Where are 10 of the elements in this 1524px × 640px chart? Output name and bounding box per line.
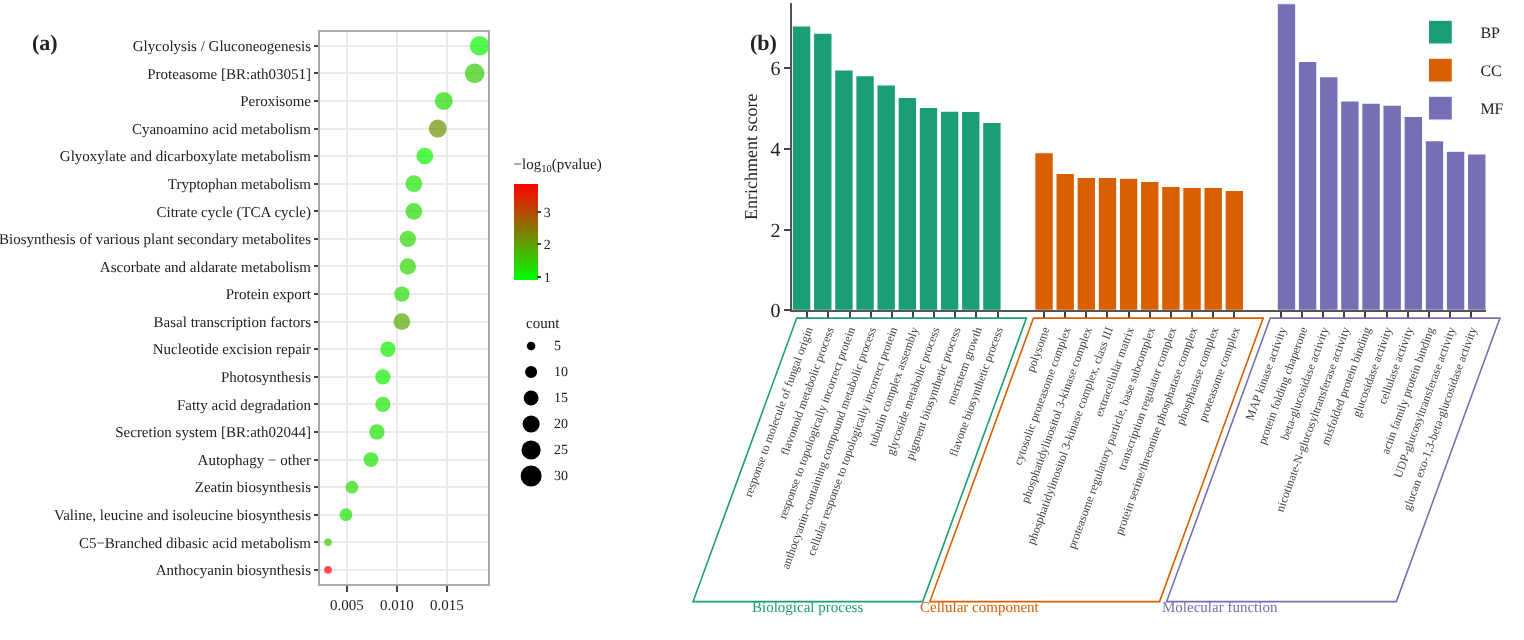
- text: (a): [32, 32, 59, 56]
- y-tick-label: 0: [770, 301, 781, 324]
- y-tick-label: 2: [770, 220, 781, 243]
- text: (b): [750, 32, 778, 56]
- y-axis-title: Enrichment score: [741, 93, 762, 221]
- y-tick-label: 4: [770, 139, 781, 162]
- legend-label: CC: [1480, 62, 1502, 81]
- legend-label: BP: [1480, 24, 1502, 43]
- y-tick-label: 6: [770, 58, 781, 81]
- legend-label: MF: [1480, 100, 1505, 119]
